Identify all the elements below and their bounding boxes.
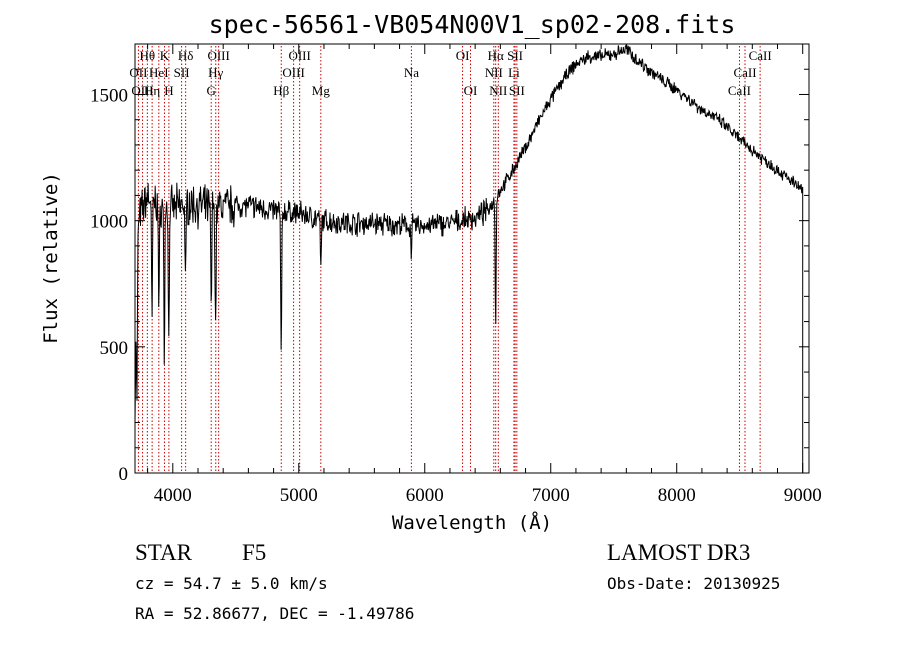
y-axis-label: Flux (relative) (40, 172, 62, 344)
reference-line-label: Hθ (140, 48, 156, 63)
x-axis-label: Wavelength (Å) (392, 511, 552, 534)
reference-line-label: Hη (144, 83, 160, 98)
spectrum-line (134, 44, 804, 473)
reference-line-label: OI (464, 83, 478, 98)
reference-line-label: SII (507, 48, 523, 63)
object-subclass: F5 (242, 540, 266, 565)
y-tick-label: 1500 (90, 85, 128, 106)
reference-line-label: Mg (312, 83, 331, 98)
reference-line-label: OI (456, 48, 470, 63)
reference-line-label: SII (174, 65, 190, 80)
x-tick-label: 8000 (658, 485, 696, 506)
reference-lines (137, 46, 761, 473)
reference-line-label: OIII (282, 65, 304, 80)
chart-title: spec-56561-VB054N00V1_sp02-208.fits (209, 10, 736, 39)
x-axis: 4000 5000 6000 7000 8000 9000 (147, 44, 822, 506)
reference-line-label: OIII (288, 48, 310, 63)
reference-line-label: CaII (749, 48, 772, 63)
y-tick-label: 1000 (90, 212, 128, 233)
reference-line-label: NII (489, 83, 507, 98)
reference-line-label: H (164, 83, 173, 98)
reference-line-label: Na (404, 65, 419, 80)
reference-line-label: Hα (488, 48, 504, 63)
reference-line-label: SII (509, 83, 525, 98)
coordinates-text: RA = 52.86677, DEC = -1.49786 (135, 604, 414, 623)
y-axis: 0 500 1000 1500 (90, 43, 809, 485)
survey-name: LAMOST DR3 (607, 540, 750, 565)
x-tick-label: 5000 (280, 485, 318, 506)
reference-line-label: NII (485, 65, 503, 80)
redshift-text: cz = 54.7 ± 5.0 km/s (135, 574, 328, 593)
reference-line-label: Hγ (208, 65, 223, 80)
reference-line-label: CaII (728, 83, 751, 98)
x-tick-label: 7000 (532, 485, 570, 506)
reference-line-label: OIII (207, 48, 229, 63)
x-tick-label: 9000 (784, 485, 822, 506)
reference-line-label: G (207, 83, 216, 98)
reference-line-label: CaII (733, 65, 756, 80)
reference-line-label: OII (129, 65, 147, 80)
reference-line-label: Hβ (273, 83, 289, 98)
reference-line-label: K (160, 48, 170, 63)
reference-line-label: HeI (149, 65, 169, 80)
y-tick-label: 500 (100, 338, 129, 359)
reference-line-label: Li (508, 65, 520, 80)
x-tick-label: 6000 (406, 485, 444, 506)
plot-frame (134, 43, 810, 474)
object-class: STAR (135, 540, 193, 565)
y-tick-label: 0 (119, 464, 129, 485)
x-tick-label: 4000 (154, 485, 192, 506)
reference-line-label: Hδ (178, 48, 194, 63)
obs-date-text: Obs-Date: 20130925 (607, 574, 780, 593)
